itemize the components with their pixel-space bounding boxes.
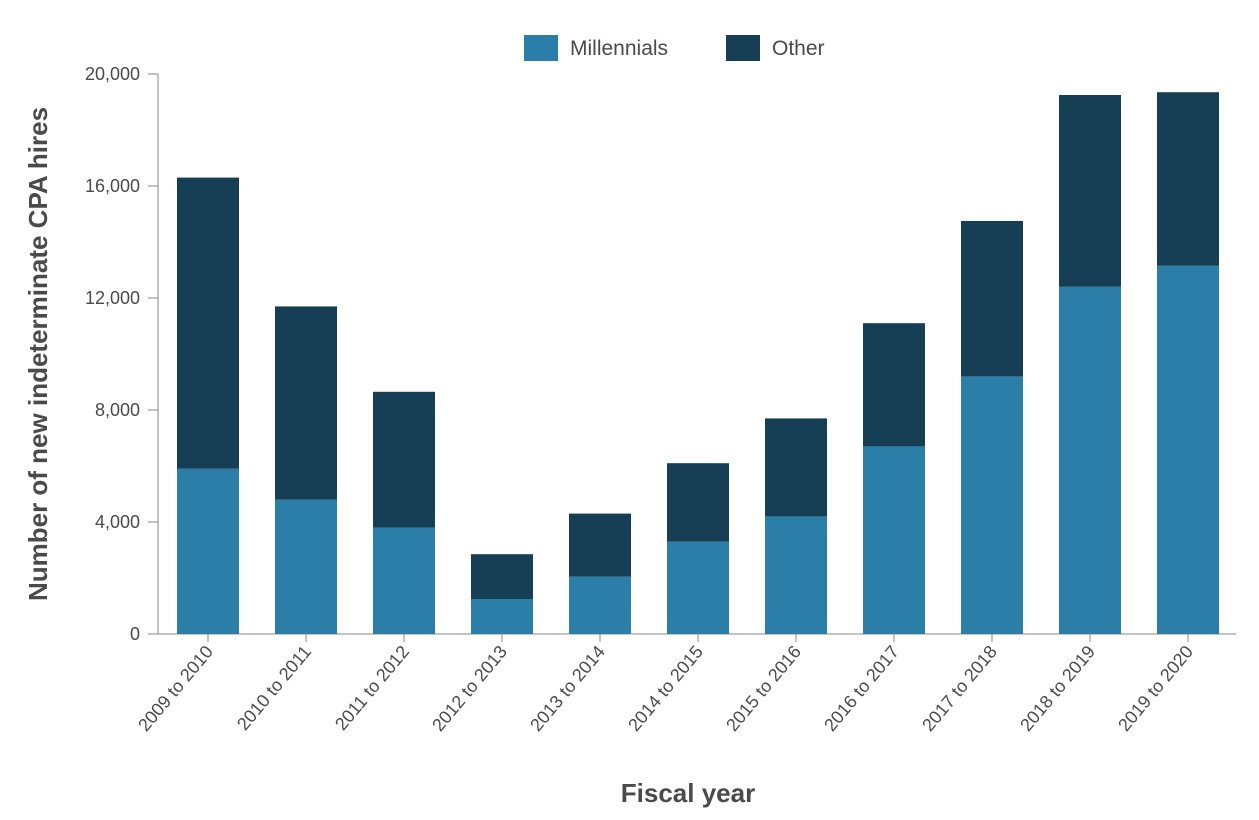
legend-label-other: Other [772, 37, 825, 60]
bar-millennials [275, 499, 337, 634]
x-tick-label: 2012 to 2013 [428, 642, 511, 735]
bar-other [1059, 95, 1121, 287]
bars [177, 92, 1219, 634]
x-tick-label: 2018 to 2019 [1016, 642, 1099, 735]
bar-millennials [569, 576, 631, 634]
bar-other [177, 177, 239, 469]
x-axis-title: Fiscal year [621, 778, 755, 808]
x-tick-label: 2017 to 2018 [918, 642, 1001, 735]
x-axis: 2009 to 2010 2010 to 2011 2011 to 2012 2012… [134, 633, 1236, 735]
bar-millennials [1059, 286, 1121, 634]
legend-label-millennials: Millennials [570, 37, 668, 60]
bar-millennials [1157, 265, 1219, 634]
bar-other [471, 554, 533, 599]
x-tick-label: 2013 to 2014 [526, 642, 609, 735]
x-tick-label: 2015 to 2016 [722, 642, 805, 735]
legend-swatch-millennials [524, 35, 558, 61]
x-tick-label: 2010 to 2011 [233, 642, 315, 734]
bar-millennials [765, 516, 827, 634]
x-tick-label: 2016 to 2017 [820, 642, 903, 735]
y-tick-label: 4,000 [95, 512, 140, 532]
y-tick-label: 20,000 [85, 64, 140, 84]
bar-other [765, 418, 827, 517]
bar-other [961, 221, 1023, 377]
y-axis: 0 4,000 8,000 12,000 16,000 20,000 [85, 64, 159, 644]
y-tick-label: 0 [130, 624, 140, 644]
bar-other [373, 391, 435, 528]
x-tick-label: 2011 to 2012 [331, 642, 413, 734]
bar-millennials [863, 446, 925, 634]
legend: Millennials Other [524, 35, 825, 61]
x-tick-label: 2014 to 2015 [624, 642, 707, 735]
bar-other [569, 513, 631, 577]
bar-other [1157, 92, 1219, 266]
bar-millennials [373, 527, 435, 634]
y-tick-label: 16,000 [85, 176, 140, 196]
bar-millennials [961, 376, 1023, 634]
y-tick-label: 8,000 [95, 400, 140, 420]
bar-millennials [471, 599, 533, 634]
bar-other [275, 306, 337, 500]
y-tick-label: 12,000 [85, 288, 140, 308]
bar-other [667, 463, 729, 542]
legend-swatch-other [726, 35, 760, 61]
bar-millennials [177, 468, 239, 634]
bar-other [863, 323, 925, 447]
bar-millennials [667, 541, 729, 634]
x-tick-label: 2009 to 2010 [134, 642, 217, 735]
x-tick-label: 2019 to 2020 [1114, 642, 1197, 735]
y-axis-title: Number of new indeterminate CPA hires [23, 107, 53, 601]
